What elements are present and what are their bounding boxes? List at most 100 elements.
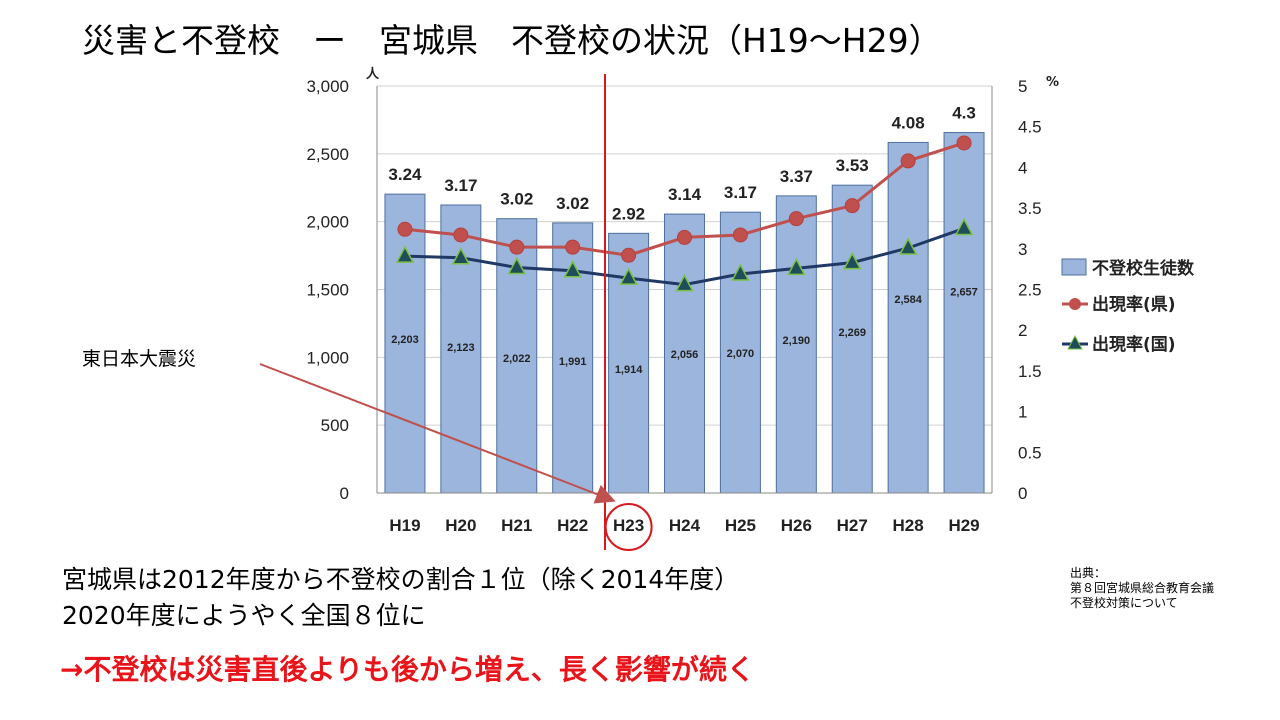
y2-tick-label: 4.5	[1018, 118, 1042, 137]
bar-value-label: 2,022	[503, 353, 531, 365]
bar-value-label: 2,070	[727, 348, 755, 360]
y2-tick-label: 2	[1018, 321, 1027, 340]
nation-rate-point	[395, 245, 415, 263]
y2-tick-label: 4	[1018, 158, 1027, 177]
bar	[831, 184, 873, 494]
x-tick-label: H19	[389, 516, 420, 535]
y2-unit-label: %	[1046, 75, 1059, 90]
pref-rate-label: 3.02	[500, 190, 533, 209]
ranking-text: 宮城県は2012年度から不登校の割合１位（除く2014年度）	[62, 565, 740, 594]
pref-rate-label: 3.14	[668, 185, 702, 204]
nation-rate-point	[898, 237, 918, 255]
conclusion-text: →不登校は災害直後よりも後から増え、長く影響が続く	[60, 653, 755, 686]
bar	[943, 132, 985, 494]
pref-rate-point	[788, 211, 804, 227]
y-tick-label: 2,500	[306, 145, 349, 164]
y-tick-label: 1,500	[306, 281, 349, 300]
y-tick-label: 500	[321, 416, 349, 435]
y2-tick-label: 3	[1018, 240, 1027, 259]
pref-rate-point	[509, 239, 525, 255]
pref-rate-label: 4.3	[952, 104, 976, 123]
pref-rate-point	[732, 227, 748, 243]
chart-axes: 0 500 1,000 1,500 2,000 2,500 3,000 0 0.5 1 1.5 2 2.…	[306, 66, 1059, 535]
earthquake-annotation: 東日本大震災	[82, 348, 197, 370]
pref-rate-point	[844, 198, 860, 214]
pref-rate-point	[956, 135, 972, 151]
y-tick-label: 1,000	[306, 348, 349, 367]
y2-tick-label: 1	[1018, 403, 1027, 422]
nation-rate-point	[451, 247, 471, 265]
annotation-arrow	[259, 363, 616, 504]
nation-rate-point	[507, 256, 527, 275]
bar	[775, 195, 817, 494]
x-tick-label: H27	[837, 516, 868, 535]
bar-value-label: 2,123	[447, 342, 475, 354]
x-tick-label: H26	[781, 516, 812, 535]
bar-value-label: 2,056	[671, 349, 699, 361]
source-line-2: 不登校対策について	[1070, 596, 1178, 610]
nation-rate-point	[675, 274, 694, 292]
source-note: 出典： 第８回宮城県総合教育会議 不登校対策について	[1070, 566, 1214, 611]
bar	[887, 141, 929, 494]
pref-rate-point	[565, 239, 581, 255]
y2-tick-label: 3.5	[1018, 199, 1042, 218]
bar-value-label: 1,991	[559, 356, 587, 368]
pref-rate-label: 3.02	[556, 194, 589, 213]
pref-rate-label: 3.37	[780, 167, 813, 186]
pref-rate-point	[900, 153, 916, 169]
x-tick-label: H24	[669, 516, 701, 535]
x-tick-label: H22	[557, 516, 588, 535]
nation-rate-point	[619, 267, 638, 285]
chart-overlay	[259, 74, 653, 551]
bar	[719, 211, 761, 494]
nation-rate-point	[842, 252, 862, 270]
bar-value-label: 2,203	[391, 334, 419, 346]
nation-rate-point	[731, 263, 750, 281]
source-label: 出典：	[1070, 566, 1107, 580]
x-tick-label: H29	[948, 516, 979, 535]
legend-label-pref: 出現率(県)	[1092, 294, 1176, 315]
nation-rate-point	[787, 257, 806, 276]
bar-value-label: 2,190	[783, 335, 811, 347]
pref-rate-label: 2.92	[612, 204, 645, 223]
pref-rate-label: 3.24	[388, 165, 422, 184]
y2-tick-label: 2.5	[1018, 281, 1042, 300]
y2-tick-label: 5	[1018, 77, 1027, 96]
y2-tick-label: 1.5	[1018, 362, 1042, 381]
highlight-circle	[604, 503, 653, 551]
pref-rate-label: 4.08	[892, 113, 925, 132]
y-tick-label: 0	[340, 484, 349, 503]
y-tick-label: 2,000	[306, 213, 349, 232]
x-tick-label: H25	[725, 516, 756, 535]
x-tick-label: H20	[445, 516, 476, 535]
nation-rate-point	[954, 217, 974, 236]
bar-value-label: 2,657	[950, 286, 978, 298]
x-tick-label: H23	[613, 516, 644, 535]
legend-swatch-bar	[1061, 258, 1087, 276]
pref-rate-label: 3.53	[836, 156, 869, 175]
y2-tick-label: 0.5	[1018, 443, 1042, 462]
x-tick-label: H28	[893, 516, 924, 535]
chart-labels: 2,203 2,123 2,022 1,991 1,914 2,056 2,070 2,190…	[388, 104, 977, 377]
source-line-1: 第８回宮城県総合教育会議	[1070, 581, 1215, 595]
legend-marker-pref	[1069, 298, 1081, 310]
pref-rate-point	[621, 247, 637, 263]
legend-label-bar: 不登校生徒数	[1092, 258, 1195, 279]
y-tick-label: 3,000	[306, 77, 349, 96]
pref-rate-label: 3.17	[724, 183, 757, 202]
pref-rate-point	[397, 221, 413, 237]
x-tick-label: H21	[501, 516, 532, 535]
ranking-text-2020: 2020年度にようやく全国８位に	[62, 601, 426, 630]
chart-lines	[395, 135, 974, 292]
bar-value-label: 1,914	[615, 364, 643, 376]
pref-rate-label: 3.17	[444, 176, 477, 195]
y-unit-label: 人	[366, 66, 380, 82]
bar	[384, 193, 426, 494]
pref-rate-point	[677, 229, 692, 245]
legend-marker-nation	[1067, 334, 1083, 350]
bar-value-label: 2,584	[894, 294, 922, 306]
slide-title: 災害と不登校 ー 宮城県 不登校の状況（H19～H29）	[82, 21, 942, 60]
bar-value-label: 2,269	[838, 327, 866, 339]
